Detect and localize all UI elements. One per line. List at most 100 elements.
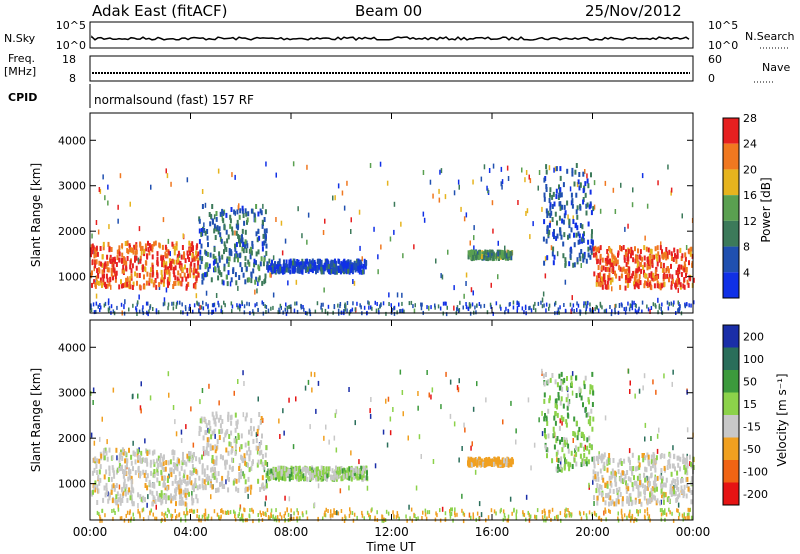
noise-cell (386, 180, 389, 186)
scatter-cell (612, 254, 615, 260)
scatter-cell (601, 492, 603, 498)
ground-cell (444, 511, 447, 516)
noise-cell (408, 504, 410, 510)
scatter-cell (335, 465, 337, 471)
ground-cell (242, 513, 244, 518)
ground-cell (130, 516, 133, 521)
scatter-cell (227, 450, 230, 456)
noise-cell (90, 432, 93, 438)
noise-cell (457, 179, 460, 185)
noise-cell (234, 230, 236, 236)
ground-cell (262, 511, 264, 516)
scatter-cell (297, 476, 300, 482)
scatter-cell (309, 263, 312, 269)
scatter-cell (577, 239, 580, 245)
scatter-cell (252, 426, 255, 432)
noise-cell (374, 463, 377, 469)
noise-cell (96, 484, 99, 490)
colorbar-tick-label: 20 (743, 163, 757, 176)
scatter-cell (556, 220, 558, 226)
scatter-cell (163, 494, 166, 500)
ground-cell (337, 303, 339, 308)
scatter-cell (203, 416, 206, 422)
scatter-cell (339, 269, 342, 275)
ground-cell (141, 308, 144, 313)
ground-cell (167, 306, 169, 311)
scatter-cell (633, 281, 636, 287)
scatter-cell (557, 392, 560, 397)
ground-cell (563, 303, 565, 307)
noise-cell (366, 485, 369, 491)
ground-cell (478, 516, 480, 521)
scatter-cell (164, 244, 167, 250)
scatter-cell (298, 268, 301, 274)
scatter-cell (214, 255, 217, 261)
scatter-cell (343, 471, 346, 477)
scatter-cell (214, 448, 217, 454)
scatter-cell (279, 475, 282, 480)
scatter-cell (129, 495, 132, 501)
ground-cell (439, 306, 442, 311)
scatter-cell (264, 232, 267, 238)
noise-cell (507, 176, 510, 181)
ground-cell (190, 508, 193, 513)
scatter-cell (250, 208, 253, 214)
ground-cell (530, 308, 533, 313)
ground-cell (110, 304, 113, 309)
scatter-cell (643, 495, 646, 501)
scatter-cell (162, 281, 165, 287)
scatter-cell (575, 420, 578, 426)
ground-cell (188, 307, 190, 311)
scatter-cell (348, 466, 351, 472)
scatter-cell (181, 245, 184, 250)
ground-cell (516, 309, 518, 314)
scatter-cell (105, 469, 108, 475)
ground-cell (254, 303, 256, 308)
scatter-cell (334, 472, 337, 478)
scatter-cell (128, 487, 131, 493)
scatter-cell (145, 280, 148, 286)
scatter-cell (108, 281, 111, 287)
colorbar-segment (723, 347, 739, 370)
scatter-cell (635, 281, 637, 287)
ground-cell (396, 310, 398, 315)
scatter-cell (350, 267, 353, 273)
noise-cell (638, 388, 641, 394)
scatter-cell (575, 451, 578, 457)
noise-cell (125, 458, 127, 464)
scatter-cell (609, 247, 612, 253)
ground-cell (596, 305, 598, 310)
scatter-cell (621, 267, 624, 273)
scatter-cell (686, 463, 689, 469)
scatter-cell (490, 253, 493, 258)
noise-cell (627, 223, 629, 229)
scatter-cell (308, 266, 311, 272)
scatter-cell (357, 264, 360, 270)
noise-cell (634, 393, 636, 399)
scatter-cell (574, 445, 577, 451)
scatter-cell (673, 247, 676, 253)
ground-cell (493, 509, 496, 514)
scatter-cell (221, 279, 224, 285)
scatter-cell (558, 184, 560, 190)
noise-cell (686, 427, 689, 433)
scatter-cell (120, 279, 122, 285)
noise-cell (163, 297, 166, 303)
scatter-cell (206, 465, 209, 471)
ground-cell (517, 303, 520, 307)
scatter-cell (637, 248, 639, 254)
scatter-cell (335, 260, 338, 266)
scatter-cell (133, 451, 136, 457)
ground-cell (425, 516, 428, 521)
scatter-cell (353, 474, 356, 480)
ground-cell (175, 515, 177, 520)
ground-cell (366, 510, 369, 515)
ground-cell (381, 518, 383, 523)
ground-cell (643, 514, 646, 519)
scatter-cell (244, 239, 247, 245)
noise-cell (369, 408, 371, 414)
scatter-cell (245, 266, 248, 272)
noise-cell (677, 287, 679, 293)
scatter-cell (250, 418, 253, 424)
scatter-cell (582, 188, 585, 194)
